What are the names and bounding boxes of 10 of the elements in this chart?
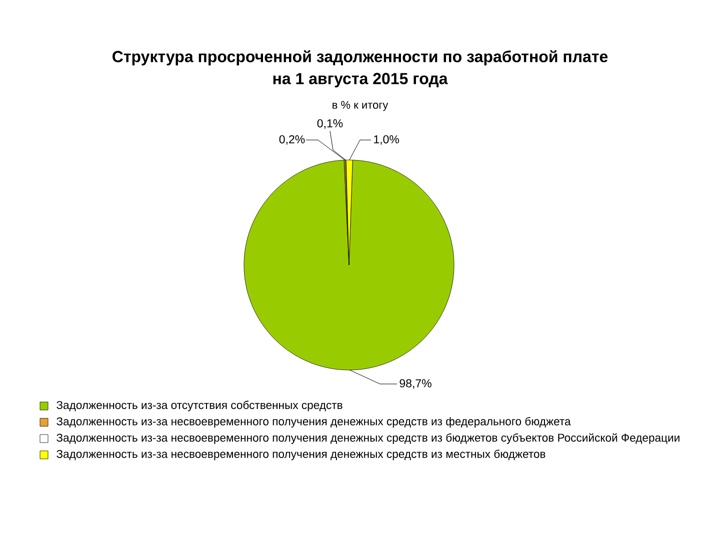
legend-label: Задолженность из-за несвоевременного получения денежных средств из местных бюджетов <box>56 450 546 460</box>
data-label: 1,0% <box>374 135 400 145</box>
data-label: 0,1% <box>317 119 343 129</box>
legend-label: Задолженность из-за несвоевременного получения денежных средств из бюджетов субъектов Российской Федерации <box>56 433 680 444</box>
legend-label: Задолженность из-за несвоевременного получения денежных средств из федерального бюджета <box>56 416 571 428</box>
chart-title: Структура просроченной задолженности по заработной плате на 1 августа 2015 года <box>112 50 608 88</box>
chart-subtitle: в % к итогу <box>332 101 388 111</box>
data-label: 0,2% <box>279 135 305 145</box>
data-label: 98,7% <box>400 379 432 389</box>
legend-label: Задолженность из-за отсутствия собственных средств <box>56 400 342 412</box>
